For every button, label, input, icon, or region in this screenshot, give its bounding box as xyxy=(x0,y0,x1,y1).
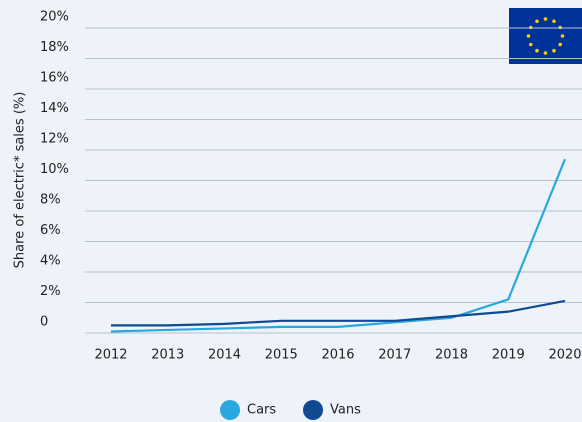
x-tick-label: 2013 xyxy=(151,348,184,363)
y-tick-label: 10% xyxy=(40,162,69,177)
x-tick-label: 2019 xyxy=(492,348,525,363)
y-tick-label: 14% xyxy=(40,101,69,116)
y-tick-label: 12% xyxy=(40,132,69,147)
flag-star xyxy=(535,19,539,24)
flag-star xyxy=(560,34,565,38)
x-tick-label: 2017 xyxy=(378,348,411,363)
legend-label: Cars xyxy=(247,403,276,418)
flag-star xyxy=(558,42,563,47)
legend-label: Vans xyxy=(330,403,361,418)
x-tick-label: 2012 xyxy=(94,348,127,363)
flag-star xyxy=(552,48,556,53)
x-tick-label: 2014 xyxy=(208,348,241,363)
y-tick-label: 0 xyxy=(40,315,48,330)
x-tick-label: 2020 xyxy=(548,348,581,363)
y-tick-label: 6% xyxy=(40,223,61,238)
y-tick-label: 2% xyxy=(40,284,61,299)
flag-star xyxy=(535,48,539,53)
x-tick-label: 2018 xyxy=(435,348,468,363)
legend-swatch xyxy=(220,400,240,420)
flag-star xyxy=(552,19,556,24)
flag-star xyxy=(528,42,533,47)
flag-star xyxy=(526,34,531,38)
flag-star xyxy=(543,51,548,55)
y-tick-label: 4% xyxy=(40,254,61,269)
x-tick-label: 2015 xyxy=(265,348,298,363)
line-series xyxy=(110,158,567,333)
y-tick-label: 18% xyxy=(40,40,69,55)
x-tick-label: 2016 xyxy=(321,348,354,363)
eu-flag xyxy=(509,8,582,64)
y-tick-label: 16% xyxy=(40,71,69,86)
line-series xyxy=(111,299,566,327)
flag-star xyxy=(543,17,548,21)
y-tick-label: 8% xyxy=(40,193,61,208)
y-tick-label: 20% xyxy=(40,10,69,25)
legend-swatch xyxy=(303,400,323,420)
y-axis-title: Share of electric* sales (%) xyxy=(13,92,28,269)
